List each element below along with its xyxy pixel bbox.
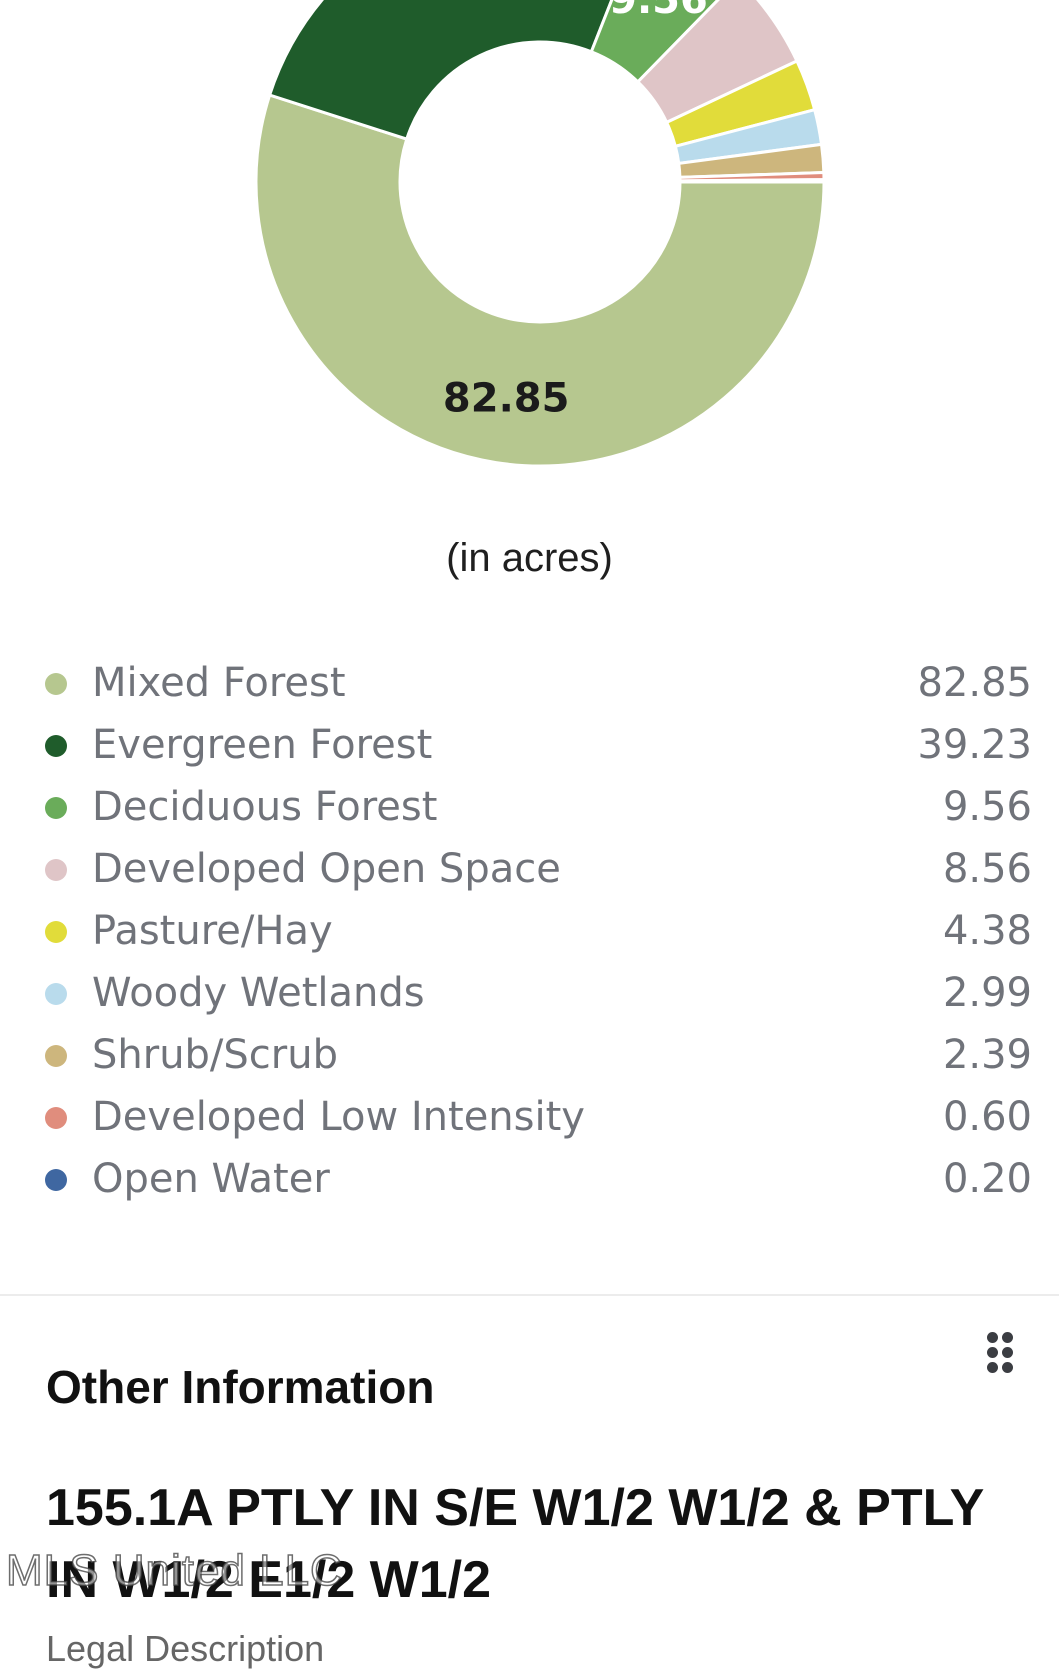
legend-value: 8.56: [942, 846, 1032, 892]
legend-item-woody-wetlands: Woody Wetlands 2.99: [0, 970, 1059, 1032]
legend-value: 4.38: [942, 908, 1032, 954]
legal-description-label: Legal Description: [46, 1628, 325, 1669]
legend-swatch: [45, 859, 67, 881]
legend-swatch: [45, 673, 67, 695]
legend-value: 39.23: [917, 722, 1032, 768]
section-divider: [0, 1294, 1059, 1296]
chart-legend: Mixed Forest 82.85 Evergreen Forest 39.23 De…: [0, 660, 1059, 1218]
legend-label: Developed Low Intensity: [92, 1094, 585, 1140]
legend-item-developed-low-intensity: Developed Low Intensity 0.60: [0, 1094, 1059, 1156]
legal-description: 155.1A PTLY IN S/E W1/2 W1/2 & PTLY IN W…: [46, 1479, 984, 1609]
legend-label: Developed Open Space: [92, 846, 561, 892]
slice-label-evergreen-forest: 39.23: [383, 0, 510, 9]
legend-swatch: [45, 921, 67, 943]
legend-item-open-water: Open Water 0.20: [0, 1156, 1059, 1218]
legend-label: Mixed Forest: [92, 660, 346, 706]
legend-swatch: [45, 1107, 67, 1129]
legend-label: Pasture/Hay: [92, 908, 333, 954]
legend-label: Shrub/Scrub: [92, 1032, 338, 1078]
legend-value: 2.39: [942, 1032, 1032, 1078]
legend-swatch: [45, 1169, 67, 1191]
donut-slice-open-water: [678, 178, 826, 184]
legend-value: 0.60: [942, 1094, 1032, 1140]
chart-unit-label: (in acres): [446, 536, 613, 580]
slice-label-deciduous-forest: 9.56: [609, 0, 708, 23]
legend-value: 2.99: [942, 970, 1032, 1016]
slice-label-mixed-forest: 82.85: [443, 375, 570, 421]
donut-slice-deciduous-forest: [589, 0, 720, 84]
legend-item-evergreen-forest: Evergreen Forest 39.23: [0, 722, 1059, 784]
legend-item-mixed-forest: Mixed Forest 82.85: [0, 660, 1059, 722]
legend-swatch: [45, 735, 67, 757]
legend-value: 82.85: [917, 660, 1032, 706]
donut-chart: 82.85 39.23 9.56: [254, 0, 826, 468]
donut-slice-evergreen-forest: [267, 0, 614, 142]
legend-item-pasture-hay: Pasture/Hay 4.38: [0, 908, 1059, 970]
legend-swatch: [45, 797, 67, 819]
legend-label: Open Water: [92, 1156, 330, 1202]
donut-slice-mixed-forest: [254, 93, 826, 468]
legend-item-deciduous-forest: Deciduous Forest 9.56: [0, 784, 1059, 846]
land-cover-chart: 82.85 39.23 9.56: [0, 0, 1059, 520]
watermark: MLS United LLC: [5, 1545, 343, 1596]
legend-label: Woody Wetlands: [92, 970, 425, 1016]
legend-item-developed-open-space: Developed Open Space 8.56: [0, 846, 1059, 908]
legend-swatch: [45, 1045, 67, 1067]
legend-swatch: [45, 983, 67, 1005]
legend-item-shrub-scrub: Shrub/Scrub 2.39: [0, 1032, 1059, 1094]
section-title: Other Information: [46, 1361, 435, 1413]
legend-label: Deciduous Forest: [92, 784, 438, 830]
legend-label: Evergreen Forest: [92, 722, 433, 768]
grip-dots-icon[interactable]: [985, 1330, 1015, 1376]
legend-value: 9.56: [942, 784, 1032, 830]
legend-value: 0.20: [942, 1156, 1032, 1202]
